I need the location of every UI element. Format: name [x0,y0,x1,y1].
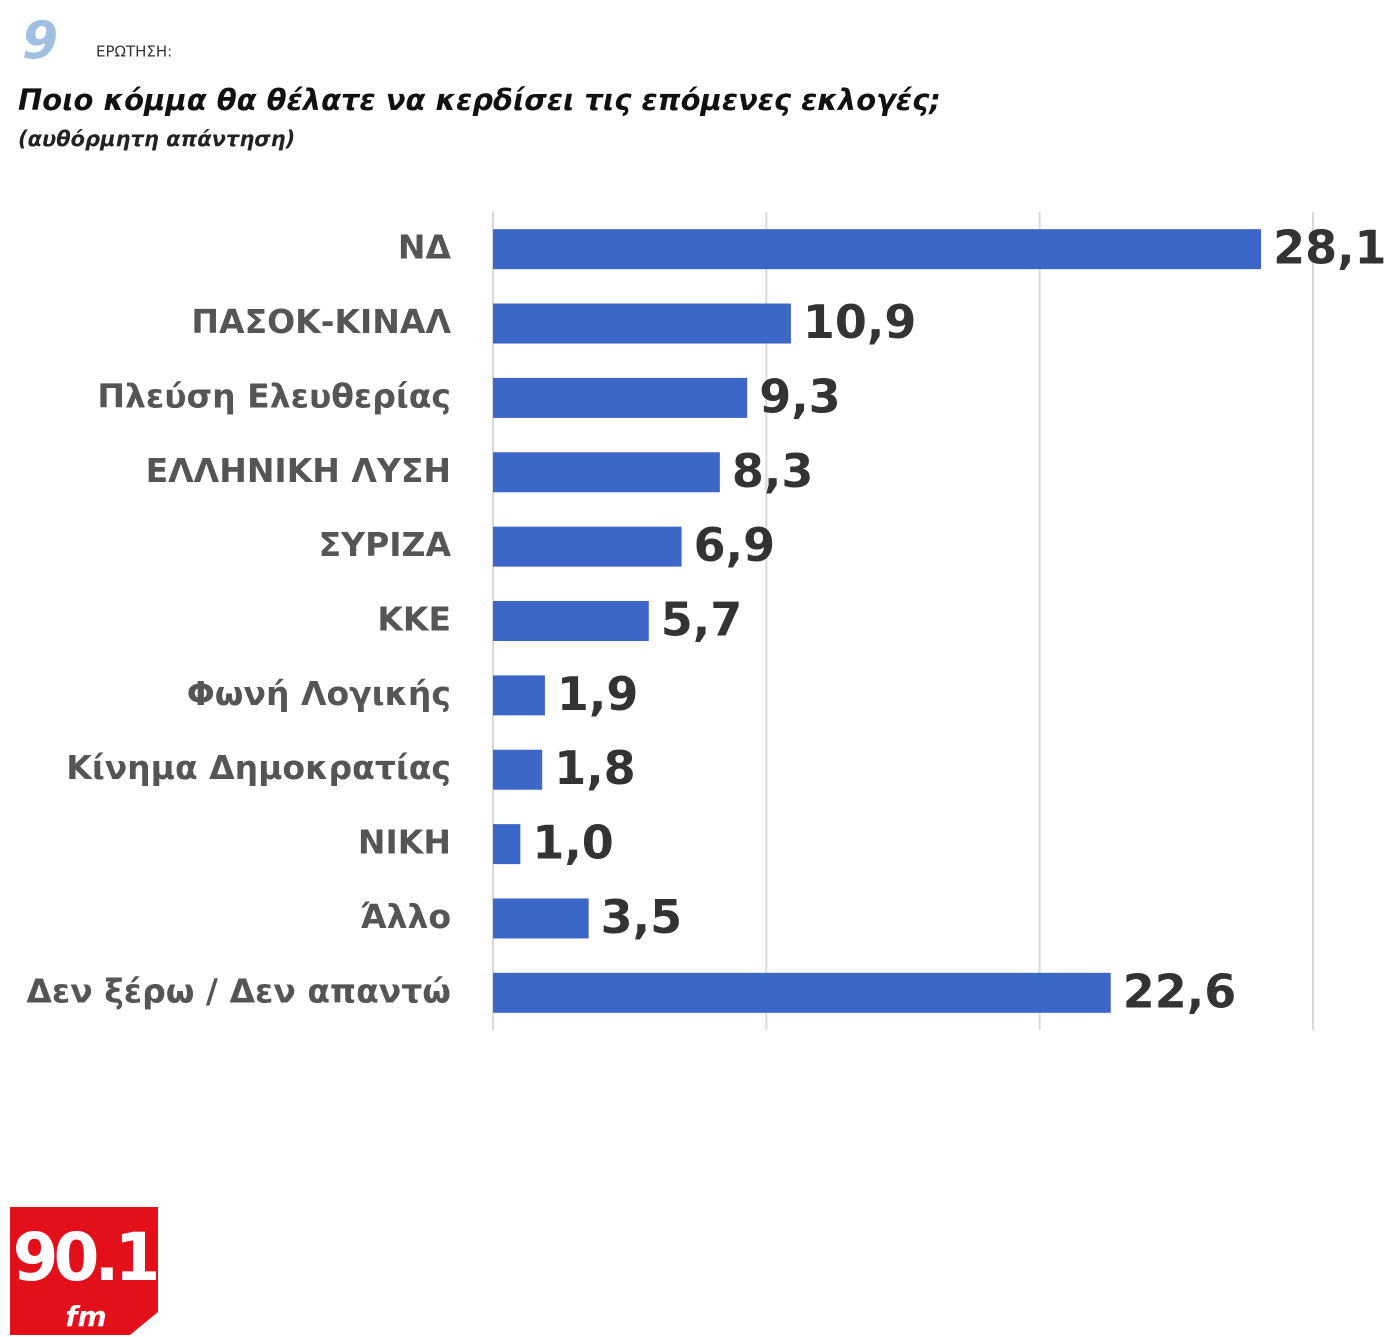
bar [493,601,649,641]
y-tick-label: ΣΥΡΙΖΑ [319,525,452,564]
bar [493,229,1262,270]
value-label: 28,1 [1273,221,1387,275]
value-label: 22,6 [1123,964,1237,1018]
bar [493,526,682,567]
bar [493,749,543,790]
value-label: 6,9 [694,518,776,572]
value-label: 3,5 [601,890,683,944]
bar [493,303,791,344]
y-tick-label: ΝΙΚΗ [358,823,451,862]
value-label: 5,7 [661,593,743,647]
bar [493,824,521,865]
logo-badge [10,1207,158,1335]
chart-title: Ποιο κόμμα θα θέλατε να κερδίσει τις επό… [18,83,941,117]
y-tick-label: Δεν ξέρω / Δεν απαντώ [26,971,451,1010]
bar [493,675,545,716]
value-label: 10,9 [803,295,917,349]
value-label: 8,3 [732,444,814,498]
chart-subtitle: (αυθόρμητη απάντηση) [18,127,295,151]
bar [493,452,720,493]
y-tick-label: ΕΛΛΗΝΙΚΗ ΛΥΣΗ [146,451,451,490]
y-tick-label: ΠΑΣΟΚ-ΚΙΝΑΛ [191,302,451,341]
value-label: 1,8 [554,741,636,795]
y-tick-label: ΝΔ [398,228,452,267]
question-label: ΕΡΩΤΗΣΗ: [96,43,172,61]
value-label: 1,9 [557,667,639,721]
y-tick-label: ΚΚΕ [377,600,451,639]
value-label: 1,0 [532,816,614,870]
question-number: 9 [22,11,58,71]
value-label: 9,3 [759,369,841,423]
logo-text: 90.1 [13,1219,157,1296]
y-tick-label: Άλλο [360,897,451,936]
y-tick-label: Πλεύση Ελευθερίας [97,376,451,415]
logo-subtext: fm [65,1300,106,1333]
bar [493,377,748,418]
bar [493,972,1111,1013]
y-tick-label: Κίνημα Δημοκρατίας [66,748,451,787]
bar [493,898,589,939]
y-tick-label: Φωνή Λογικής [187,674,451,713]
